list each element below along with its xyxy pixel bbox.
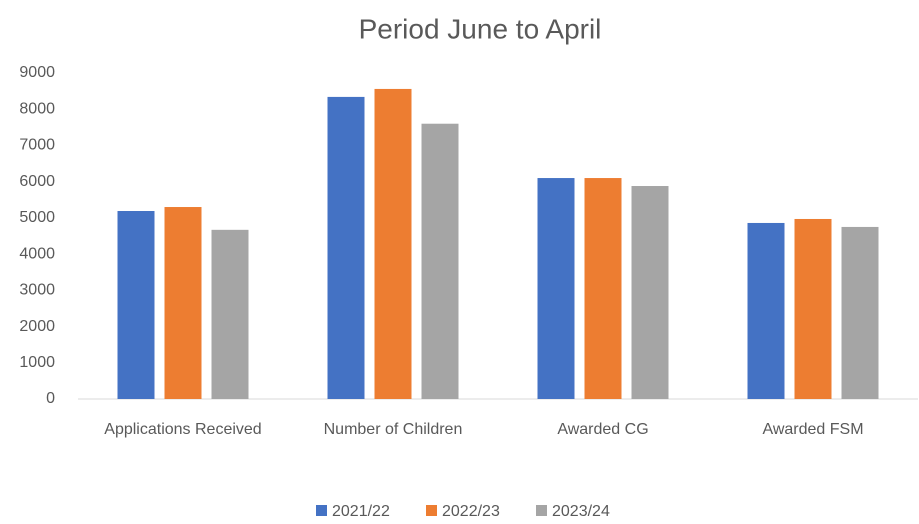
bar [211,229,249,399]
legend-label: 2023/24 [552,503,610,520]
bar [164,207,202,399]
bar [747,222,785,399]
legend-label: 2021/22 [332,503,390,520]
y-tick-label: 2000 [19,318,55,335]
legend-swatch [316,505,327,516]
y-tick-label: 5000 [19,209,55,226]
chart-title: Period June to April [359,13,602,44]
bar [421,123,459,399]
bar [537,178,575,399]
y-tick-label: 0 [46,390,55,407]
bar [374,88,412,399]
y-tick-label: 4000 [19,245,55,262]
y-tick-label: 3000 [19,282,55,299]
bar [631,186,669,399]
x-tick-label: Awarded CG [557,421,649,438]
bar [117,211,155,399]
legend-swatch [536,505,547,516]
x-tick-label: Number of Children [323,421,463,438]
bar [584,178,622,399]
x-tick-label: Awarded FSM [762,421,864,438]
bar [841,226,879,399]
y-tick-label: 8000 [19,100,55,117]
y-tick-label: 9000 [19,64,55,81]
legend-label: 2022/23 [442,503,500,520]
bar [327,96,365,399]
y-tick-label: 1000 [19,354,55,371]
legend-swatch [426,505,437,516]
bar [794,218,832,399]
x-tick-label: Applications Received [104,421,262,438]
y-tick-label: 6000 [19,173,55,190]
y-tick-label: 7000 [19,137,55,154]
